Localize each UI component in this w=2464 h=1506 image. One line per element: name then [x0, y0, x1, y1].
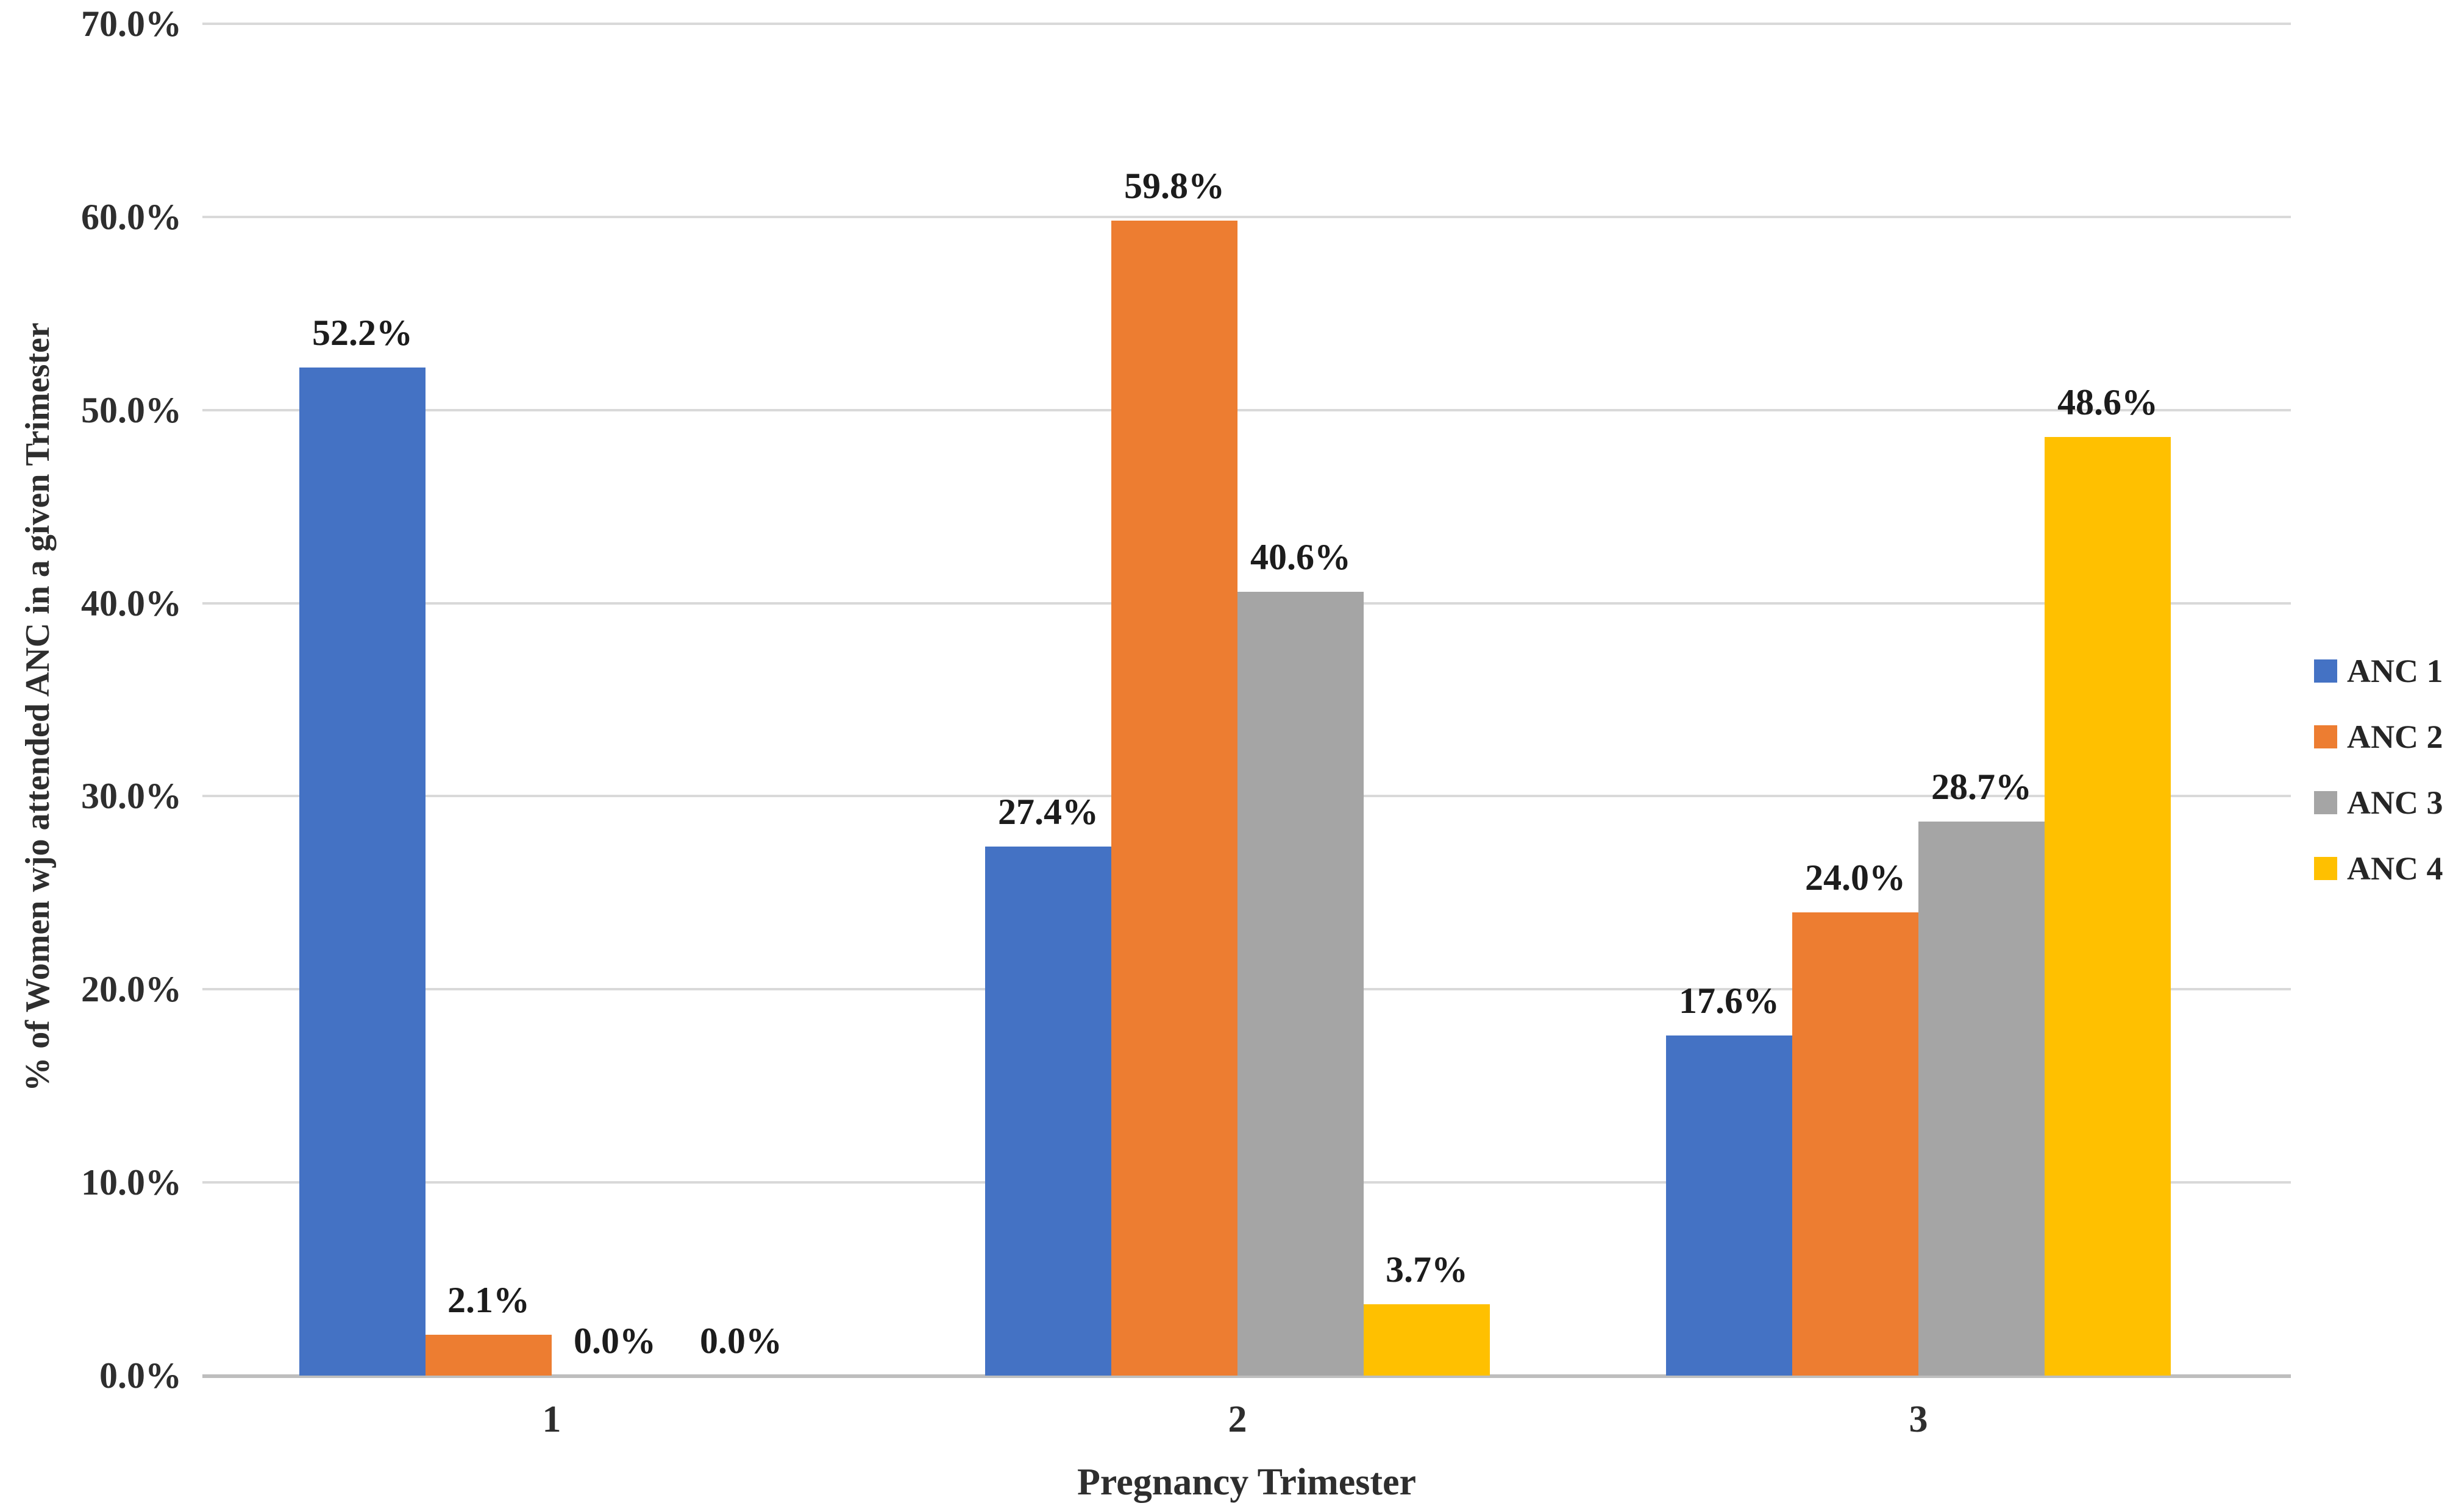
x-axis-title: Pregnancy Trimester	[1077, 1462, 1417, 1503]
data-label: 3.7%	[1386, 1249, 1468, 1290]
bar-anc1-trimester-3	[1666, 1035, 1792, 1376]
legend-swatch-icon	[2314, 857, 2337, 880]
legend-entry-anc-1: ANC 1	[2314, 652, 2443, 690]
legend-entry-anc-2: ANC 2	[2314, 718, 2443, 756]
legend-label: ANC 1	[2347, 653, 2443, 689]
y-tick-label: 60.0%	[81, 196, 182, 237]
data-label: 40.6%	[1250, 537, 1351, 577]
x-category-label: 1	[542, 1399, 561, 1440]
data-label: 27.4%	[998, 792, 1098, 832]
legend-entry-anc-4: ANC 4	[2314, 850, 2443, 887]
x-category-label: 3	[1909, 1399, 1928, 1440]
bar-anc1-trimester-1	[299, 368, 426, 1376]
y-tick-label: 10.0%	[81, 1162, 182, 1203]
x-axis-line	[202, 1374, 2291, 1378]
data-label: 17.6%	[1679, 981, 1779, 1021]
legend-swatch-icon	[2314, 659, 2337, 683]
data-label: 0.0%	[574, 1321, 656, 1361]
x-category-label: 2	[1228, 1399, 1247, 1440]
bar-anc3-trimester-3	[1918, 822, 2045, 1376]
legend-entry-anc-3: ANC 3	[2314, 784, 2443, 822]
y-tick-label: 30.0%	[81, 776, 182, 817]
legend-label: ANC 3	[2347, 784, 2443, 821]
data-label: 48.6%	[2057, 382, 2158, 422]
bar-anc2-trimester-2	[1111, 221, 1237, 1376]
bar-anc2-trimester-1	[426, 1335, 552, 1376]
data-label: 52.2%	[312, 313, 413, 353]
y-tick-label: 0.0%	[99, 1355, 182, 1396]
legend-swatch-icon	[2314, 725, 2337, 748]
data-label: 0.0%	[700, 1321, 782, 1361]
bar-anc4-trimester-2	[1364, 1304, 1490, 1376]
bar-anc1-trimester-2	[985, 847, 1111, 1376]
bar-anc3-trimester-2	[1237, 592, 1364, 1376]
data-label: 2.1%	[447, 1280, 530, 1320]
y-tick-label: 70.0%	[81, 4, 182, 44]
gridline	[202, 23, 2291, 25]
y-tick-label: 50.0%	[81, 389, 182, 430]
data-label: 59.8%	[1124, 166, 1225, 206]
legend-label: ANC 2	[2347, 719, 2443, 755]
data-label: 28.7%	[1931, 767, 2032, 807]
y-tick-label: 40.0%	[81, 583, 182, 623]
y-tick-label: 20.0%	[81, 969, 182, 1010]
gridline	[202, 215, 2291, 218]
data-label: 24.0%	[1805, 858, 1906, 898]
legend-swatch-icon	[2314, 791, 2337, 814]
bar-anc2-trimester-3	[1792, 912, 1918, 1376]
gridline	[202, 408, 2291, 411]
legend-label: ANC 4	[2347, 850, 2443, 887]
bar-anc4-trimester-3	[2045, 437, 2171, 1376]
